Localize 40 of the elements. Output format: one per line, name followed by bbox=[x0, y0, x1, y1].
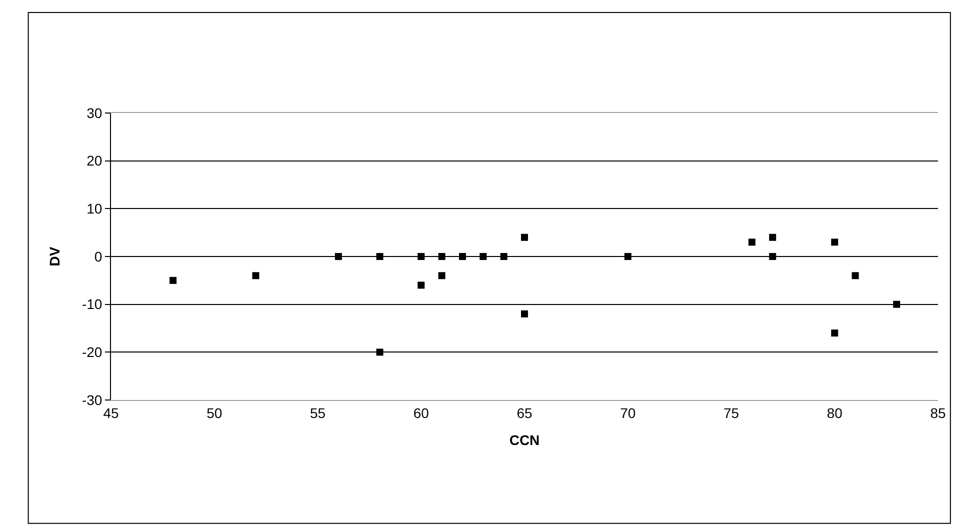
y-tick-label: 10 bbox=[86, 200, 102, 217]
point bbox=[852, 272, 859, 280]
point bbox=[831, 330, 838, 337]
x-tick-label: 65 bbox=[516, 404, 532, 421]
point bbox=[521, 310, 528, 318]
point bbox=[624, 253, 632, 260]
point bbox=[418, 253, 425, 260]
point bbox=[376, 348, 384, 356]
point bbox=[418, 282, 425, 289]
point bbox=[480, 253, 487, 260]
x-tick-label: 55 bbox=[310, 404, 326, 421]
point bbox=[769, 253, 776, 260]
x-tick-label: 85 bbox=[930, 404, 946, 421]
x-axis-title: CCN bbox=[509, 432, 540, 448]
point bbox=[438, 272, 446, 280]
point bbox=[893, 300, 900, 308]
point bbox=[252, 272, 260, 280]
point bbox=[500, 253, 508, 260]
y-tick-label: 30 bbox=[86, 104, 102, 121]
point bbox=[376, 253, 384, 260]
point bbox=[438, 253, 446, 260]
point bbox=[769, 234, 776, 241]
y-tick-label: -20 bbox=[82, 344, 102, 360]
x-tick-label: 80 bbox=[826, 404, 843, 421]
point bbox=[831, 238, 838, 246]
point bbox=[458, 253, 466, 260]
x-tick-label: 60 bbox=[413, 404, 430, 421]
point bbox=[521, 234, 528, 241]
point bbox=[170, 276, 177, 284]
point bbox=[334, 253, 342, 260]
y-tick-label: -30 bbox=[82, 392, 102, 408]
y-tick-label: 0 bbox=[94, 248, 102, 264]
x-tick-label: 50 bbox=[206, 404, 222, 421]
y-tick-label: -10 bbox=[82, 296, 102, 312]
x-tick-label: 75 bbox=[723, 404, 740, 421]
x-tick-label: 45 bbox=[103, 404, 119, 421]
y-tick-label: 20 bbox=[86, 152, 102, 169]
point bbox=[748, 238, 756, 246]
x-tick-label: 70 bbox=[620, 404, 636, 421]
y-axis-title: DV bbox=[46, 246, 63, 266]
